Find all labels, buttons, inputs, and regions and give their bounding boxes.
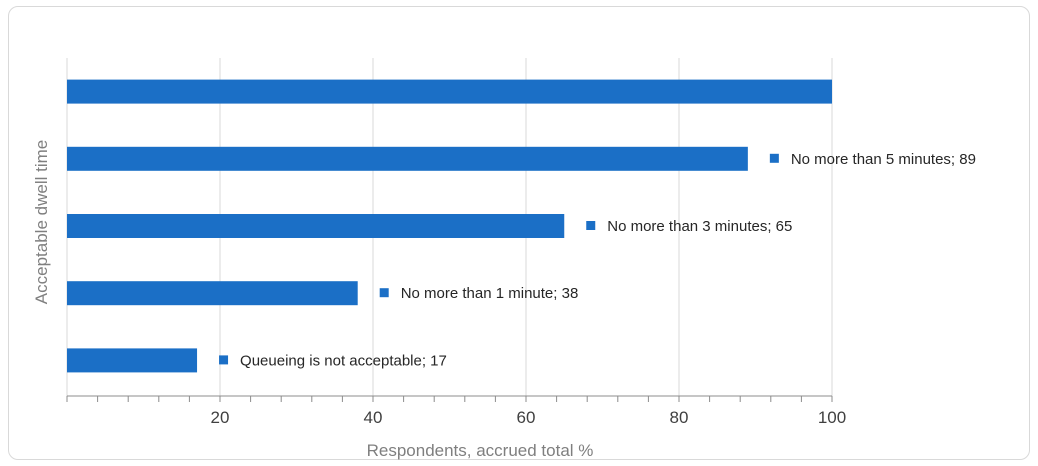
data-label-4: No more than 5 minutes; 89 bbox=[791, 151, 976, 168]
x-tick-label-20: 20 bbox=[211, 408, 230, 427]
x-tick-label-40: 40 bbox=[364, 408, 383, 427]
bar-3 bbox=[67, 214, 565, 238]
bars bbox=[67, 79, 832, 373]
data-label-1: Queueing is not acceptable; 17 bbox=[240, 352, 447, 369]
x-tick-label-100: 100 bbox=[818, 408, 846, 427]
x-axis-title: Respondents, accrued total % bbox=[367, 441, 594, 460]
data-label-3: No more than 3 minutes; 65 bbox=[607, 218, 792, 235]
data-label-marker bbox=[379, 288, 389, 298]
bar-4 bbox=[67, 146, 748, 171]
bar-1 bbox=[67, 348, 198, 373]
data-label-marker bbox=[769, 153, 779, 163]
data-labels: Queueing is not acceptable; 17 No more th… bbox=[219, 151, 976, 369]
bar-5 bbox=[67, 79, 832, 104]
y-axis-title: Acceptable dwell time bbox=[32, 140, 51, 304]
data-label-marker bbox=[219, 355, 229, 365]
x-tick-label-60: 60 bbox=[517, 408, 536, 427]
x-axis: 20 40 60 80 100 bbox=[66, 395, 846, 427]
data-label-2: No more than 1 minute; 38 bbox=[401, 285, 579, 302]
gridlines bbox=[66, 58, 833, 396]
x-tick-label-80: 80 bbox=[670, 408, 689, 427]
bar-2 bbox=[67, 281, 358, 306]
data-label-marker bbox=[586, 221, 596, 230]
